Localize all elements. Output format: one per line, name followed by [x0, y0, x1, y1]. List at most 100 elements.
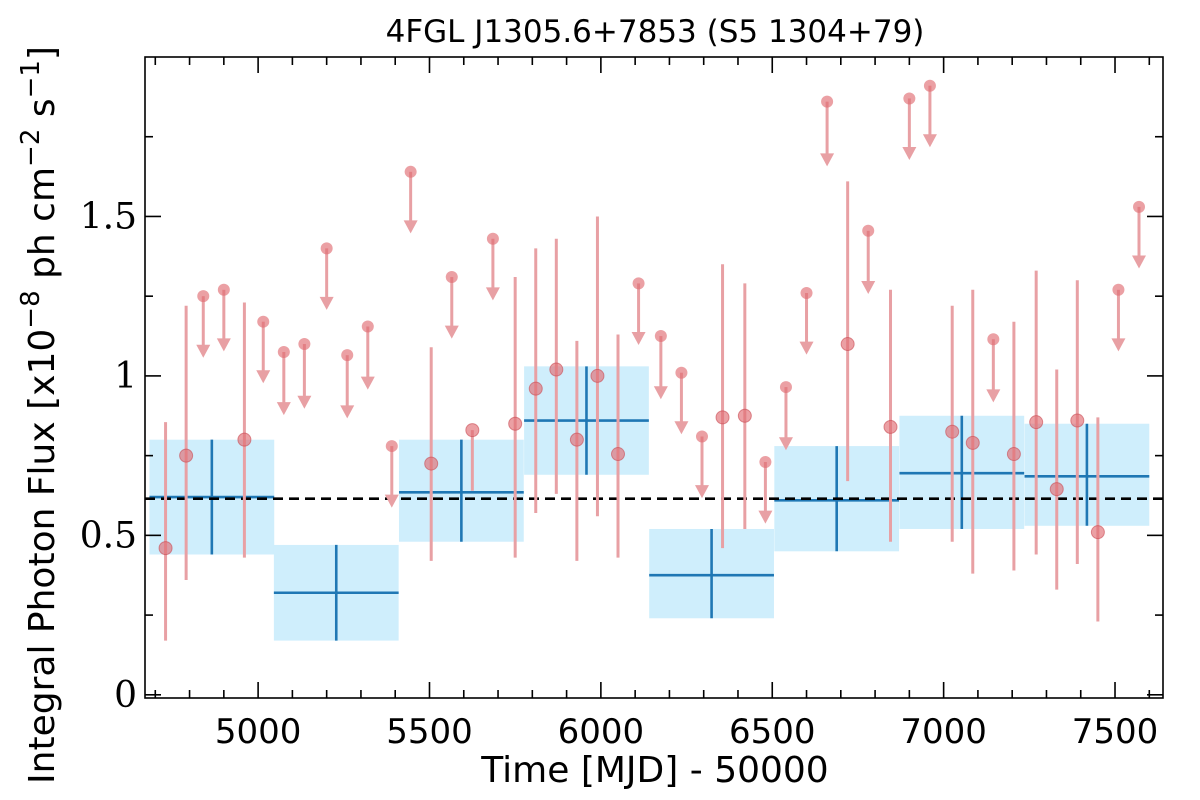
x-tick-label-4: 7000	[900, 712, 987, 752]
x-tick-label-5: 7500	[1072, 712, 1159, 752]
upper-limit-arrow-19	[820, 153, 835, 167]
upper-limit-arrow-23	[986, 389, 1001, 403]
upper-limit-arrow-1	[216, 338, 231, 352]
upper-limit-point-2	[257, 315, 270, 328]
detection-point-9	[590, 368, 605, 383]
y-label-exp-2: −2	[16, 129, 46, 167]
upper-limit-arrow-14	[674, 421, 689, 435]
y-label-exp-3: −1	[16, 60, 46, 98]
upper-limit-arrow-17	[778, 437, 793, 451]
y-tick-label-1: 0.5	[80, 515, 137, 556]
detection-point-10	[611, 447, 626, 462]
upper-limit-arrow-20	[861, 280, 876, 294]
x-tick-label-3: 6500	[729, 712, 816, 752]
upper-limit-arrow-4	[297, 395, 312, 409]
upper-limit-arrow-9	[403, 220, 418, 234]
y-tick-label-2: 1	[114, 356, 137, 397]
x-axis-label: Time [MJD] - 50000	[480, 750, 828, 791]
upper-limit-arrow-2	[256, 370, 271, 384]
upper-limit-point-10	[445, 271, 458, 284]
upper-limit-arrow-18	[799, 341, 814, 355]
upper-limit-point-17	[779, 381, 792, 394]
y-label-mid: ph cm	[22, 167, 63, 290]
y-tick-label-3: 1.5	[80, 196, 137, 237]
upper-limit-arrow-16	[758, 510, 773, 524]
y-axis-label: Integral Photon Flux [x10−8 ph cm−2 s−1]	[16, 46, 63, 784]
detection-point-5	[508, 416, 523, 431]
upper-limit-point-5	[320, 242, 333, 255]
upper-limit-point-19	[821, 95, 834, 108]
fine-detections-layer	[158, 181, 1105, 641]
y-label-suffix: ]	[22, 46, 63, 60]
detection-point-8	[569, 432, 584, 447]
upper-limit-point-4	[298, 338, 311, 351]
upper-limit-point-15	[695, 430, 708, 443]
detection-point-6	[528, 381, 543, 396]
detection-point-4	[465, 423, 480, 438]
plot-frame	[144, 56, 1164, 699]
axis-ticks-layer: 5000 5500 6000 6500 7000 7500 0 0.5 1 1.5	[80, 57, 1163, 752]
upper-limit-arrow-24	[1111, 338, 1126, 352]
y-label-prefix: Integral Photon Flux [x10	[22, 329, 63, 784]
upper-limit-arrow-3	[276, 402, 291, 416]
upper-limit-arrow-25	[1132, 255, 1147, 269]
upper-limit-arrow-11	[485, 287, 500, 301]
detection-point-16	[965, 435, 980, 450]
upper-limit-arrow-7	[360, 376, 375, 390]
upper-limit-point-7	[361, 320, 374, 333]
upper-limit-point-20	[862, 224, 875, 237]
detection-point-3	[424, 456, 439, 471]
upper-limit-arrow-10	[444, 325, 459, 339]
upper-limit-point-18	[800, 286, 813, 299]
upper-limit-arrow-8	[384, 494, 399, 508]
detection-point-17	[1006, 447, 1021, 462]
detection-point-14	[883, 419, 898, 434]
detection-point-15	[945, 424, 960, 439]
upper-limit-point-21	[903, 92, 916, 105]
upper-limit-arrow-13	[653, 386, 668, 400]
upper-limit-arrow-15	[694, 485, 709, 499]
upper-limit-arrow-12	[631, 332, 646, 346]
x-tick-label-0: 5000	[215, 712, 302, 752]
upper-limits-layer	[196, 79, 1147, 524]
upper-limit-point-3	[277, 345, 290, 358]
detection-point-1	[179, 448, 194, 463]
chart-title: 4FGL J1305.6+7853 (S5 1304+79)	[386, 14, 925, 50]
coarse-bins-layer	[149, 366, 1150, 641]
upper-limit-point-11	[486, 232, 499, 245]
y-tick-label-0: 0	[114, 675, 137, 716]
upper-limit-point-13	[654, 330, 667, 343]
upper-limit-point-1	[217, 283, 230, 296]
detection-point-2	[237, 432, 252, 447]
upper-limit-point-8	[385, 440, 398, 453]
detection-point-18	[1029, 415, 1044, 430]
upper-limit-arrow-0	[196, 344, 211, 358]
detection-point-0	[158, 541, 173, 556]
x-tick-label-2: 6000	[558, 712, 645, 752]
detection-point-21	[1090, 525, 1105, 540]
upper-limit-arrow-5	[319, 296, 334, 310]
detection-point-11	[715, 410, 730, 425]
upper-limit-point-14	[675, 366, 688, 379]
upper-limit-point-22	[923, 79, 936, 92]
upper-limit-point-24	[1112, 283, 1125, 296]
upper-limit-point-9	[404, 165, 417, 178]
upper-limit-point-0	[197, 290, 210, 303]
upper-limit-arrow-21	[902, 147, 917, 161]
upper-limit-point-23	[987, 333, 1000, 346]
detection-point-20	[1070, 413, 1085, 428]
detection-point-12	[737, 408, 752, 423]
upper-limit-arrow-22	[922, 134, 937, 148]
detection-point-7	[549, 362, 564, 377]
upper-limit-point-25	[1133, 200, 1146, 213]
detection-point-19	[1049, 482, 1064, 497]
upper-limit-arrow-6	[340, 405, 355, 419]
upper-limit-point-6	[341, 349, 354, 362]
upper-limit-point-12	[632, 277, 645, 290]
y-label-exp-1: −8	[16, 290, 46, 328]
x-tick-label-1: 5500	[386, 712, 473, 752]
detection-point-13	[840, 337, 855, 352]
upper-limit-point-16	[759, 456, 772, 469]
